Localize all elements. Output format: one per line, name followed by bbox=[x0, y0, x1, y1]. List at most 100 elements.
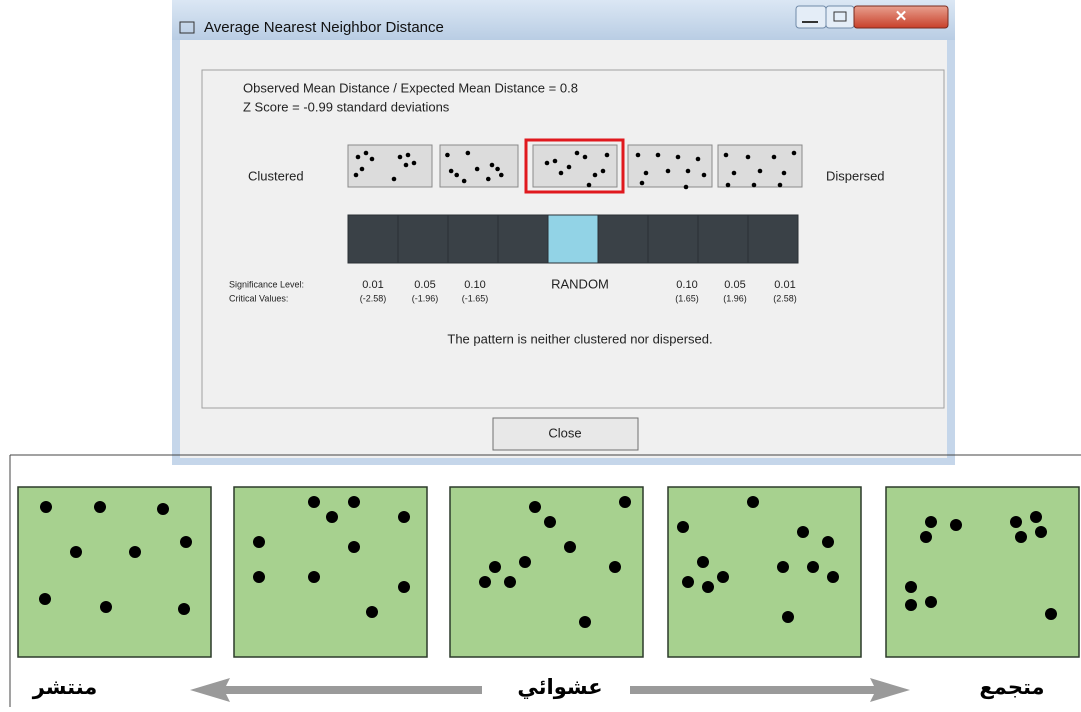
bar-segment bbox=[348, 215, 398, 263]
critical-value: (-1.96) bbox=[412, 293, 439, 303]
thumb-dot bbox=[772, 155, 777, 160]
pattern-dot bbox=[697, 556, 709, 568]
pattern-box bbox=[886, 487, 1079, 657]
critical-value: (-2.58) bbox=[360, 293, 387, 303]
significance-value: 0.10 bbox=[676, 279, 697, 291]
maximize-button[interactable] bbox=[826, 6, 854, 28]
pattern-dot bbox=[253, 571, 265, 583]
pattern-thumbnail bbox=[348, 145, 432, 187]
pattern-dot bbox=[253, 536, 265, 548]
thumb-dot bbox=[746, 155, 751, 160]
thumb-dot bbox=[676, 155, 681, 160]
thumb-dot bbox=[490, 163, 495, 168]
thumb-dot bbox=[354, 173, 359, 178]
pattern-dot bbox=[529, 501, 541, 513]
thumb-dot bbox=[593, 173, 598, 178]
pattern-dot bbox=[40, 501, 52, 513]
pattern-dot bbox=[70, 546, 82, 558]
bar-segment bbox=[498, 215, 548, 263]
critical-value: (-1.65) bbox=[462, 293, 489, 303]
thumb-dot bbox=[752, 183, 757, 188]
pattern-thumbnail bbox=[628, 145, 712, 187]
thumb-dot bbox=[445, 153, 450, 158]
thumb-dot bbox=[545, 161, 550, 166]
thumb-dot bbox=[724, 153, 729, 158]
significance-value: 0.05 bbox=[724, 279, 745, 291]
thumb-dot bbox=[686, 169, 691, 174]
pattern-dot bbox=[1010, 516, 1022, 528]
pattern-dot bbox=[1030, 511, 1042, 523]
bar-segment bbox=[748, 215, 798, 263]
pattern-dot bbox=[682, 576, 694, 588]
bar-segment bbox=[548, 215, 598, 263]
thumb-dot bbox=[640, 181, 645, 186]
pattern-dot bbox=[398, 511, 410, 523]
pattern-dot bbox=[348, 496, 360, 508]
pattern-dot bbox=[827, 571, 839, 583]
pattern-dot bbox=[920, 531, 932, 543]
pattern-dot bbox=[777, 561, 789, 573]
critical-value: (1.65) bbox=[675, 293, 699, 303]
pattern-dot bbox=[579, 616, 591, 628]
pattern-dot bbox=[1035, 526, 1047, 538]
thumb-dot bbox=[466, 151, 471, 156]
thumb-dot bbox=[644, 171, 649, 176]
pattern-dot bbox=[489, 561, 501, 573]
z-line: Z Score = -0.99 standard deviations bbox=[243, 99, 450, 114]
pattern-dot bbox=[129, 546, 141, 558]
pattern-dot bbox=[925, 516, 937, 528]
thumb-dot bbox=[454, 173, 459, 178]
pattern-dot bbox=[326, 511, 338, 523]
pattern-dot bbox=[308, 571, 320, 583]
pattern-dot bbox=[797, 526, 809, 538]
random-label: RANDOM bbox=[551, 276, 609, 291]
significance-label: Significance Level: bbox=[229, 279, 304, 289]
thumb-dot bbox=[792, 151, 797, 156]
thumb-dot bbox=[696, 157, 701, 162]
pattern-dot bbox=[348, 541, 360, 553]
dispersed-label: Dispersed bbox=[826, 168, 885, 183]
significance-value: 0.05 bbox=[414, 279, 435, 291]
pattern-dot bbox=[398, 581, 410, 593]
left-arrow bbox=[190, 678, 482, 702]
bar-segment bbox=[598, 215, 648, 263]
pattern-thumbnail bbox=[718, 145, 802, 187]
thumb-dot bbox=[412, 161, 417, 166]
close-button-label: Close bbox=[548, 425, 581, 440]
bar-segment bbox=[448, 215, 498, 263]
thumb-dot bbox=[575, 151, 580, 156]
pattern-dot bbox=[94, 501, 106, 513]
thumb-dot bbox=[605, 153, 610, 158]
pattern-dot bbox=[822, 536, 834, 548]
significance-value: 0.01 bbox=[362, 279, 383, 291]
pattern-dot bbox=[1015, 531, 1027, 543]
thumb-dot bbox=[356, 155, 361, 160]
window-title: Average Nearest Neighbor Distance bbox=[204, 19, 444, 36]
significance-value: 0.01 bbox=[774, 279, 795, 291]
minimize-button[interactable] bbox=[796, 6, 826, 28]
thumb-dot bbox=[778, 183, 783, 188]
bar-segment bbox=[398, 215, 448, 263]
clustered-ar: متجمع bbox=[979, 675, 1044, 699]
bar-segment bbox=[648, 215, 698, 263]
random-ar: عشوائي bbox=[517, 675, 602, 699]
critical-label: Critical Values: bbox=[229, 293, 288, 303]
page: {"window": {"title": "Average Nearest Ne… bbox=[0, 0, 1081, 707]
ratio-line: Observed Mean Distance / Expected Mean D… bbox=[243, 80, 578, 95]
thumb-dot bbox=[449, 169, 454, 174]
clustered-label: Clustered bbox=[248, 168, 304, 183]
pattern-dot bbox=[39, 593, 51, 605]
thumb-dot bbox=[370, 157, 375, 162]
pattern-dot bbox=[479, 576, 491, 588]
thumb-dot bbox=[495, 167, 500, 172]
thumb-dot bbox=[732, 171, 737, 176]
pattern-dot bbox=[747, 496, 759, 508]
thumb-dot bbox=[404, 163, 409, 168]
thumb-dot bbox=[782, 171, 787, 176]
thumb-dot bbox=[553, 159, 558, 164]
message: The pattern is neither clustered nor dis… bbox=[447, 331, 712, 346]
thumb-dot bbox=[758, 169, 763, 174]
thumb-dot bbox=[656, 153, 661, 158]
pattern-dot bbox=[925, 596, 937, 608]
thumb-dot bbox=[684, 185, 689, 190]
